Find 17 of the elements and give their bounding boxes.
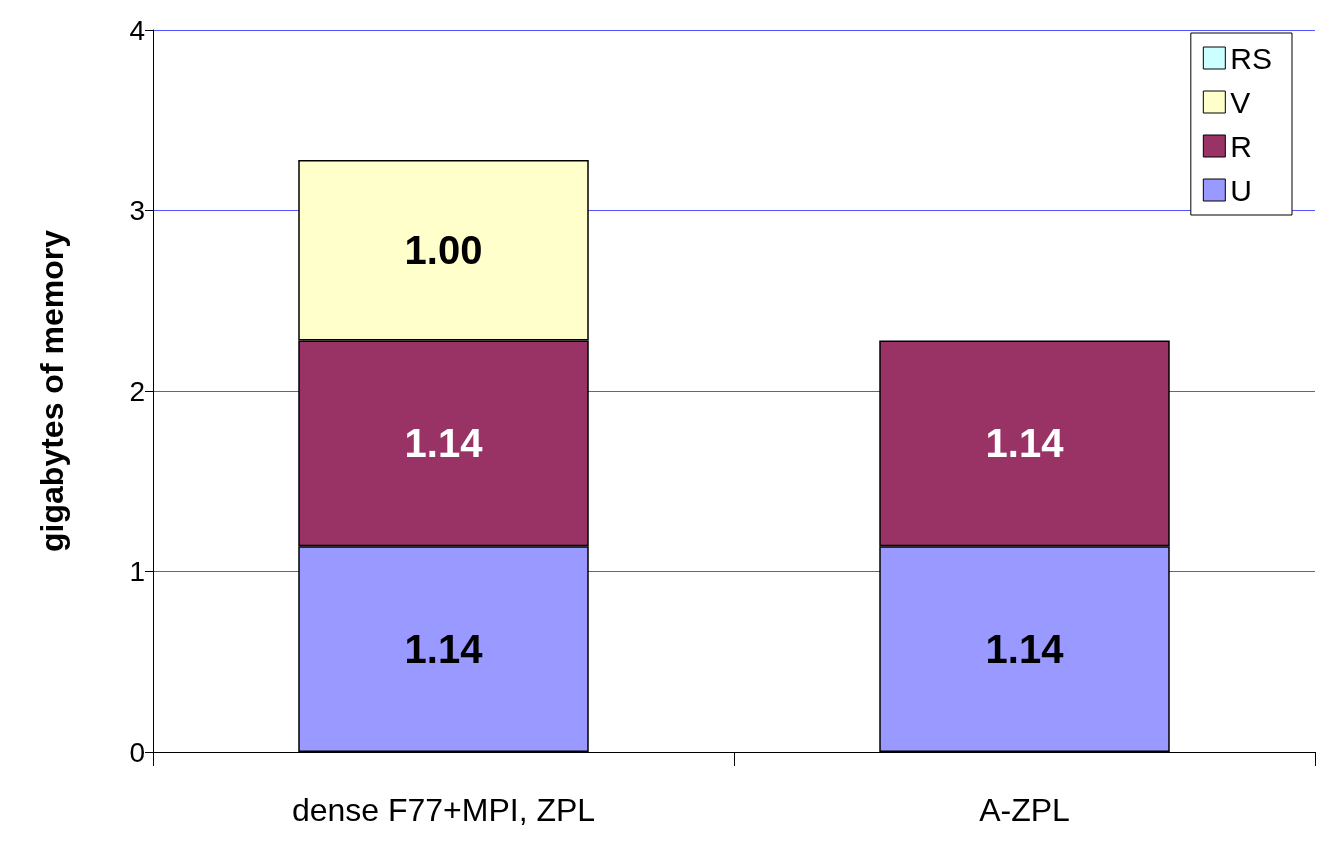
data-label: 1.14 xyxy=(404,421,484,466)
y-tick-label: 4 xyxy=(129,14,145,46)
y-tick-label: 1 xyxy=(129,556,145,587)
legend-label: V xyxy=(1230,85,1251,119)
data-label: 1.14 xyxy=(985,421,1065,466)
legend-label: U xyxy=(1230,173,1252,207)
data-label: 1.14 xyxy=(404,627,484,672)
data-label: 1.00 xyxy=(404,228,483,273)
y-tick-label: 2 xyxy=(129,375,145,407)
y-tick-label: 0 xyxy=(129,736,145,768)
data-label: 1.14 xyxy=(985,627,1065,672)
legend-label: R xyxy=(1230,129,1252,163)
y-tick-label: 3 xyxy=(129,195,145,226)
x-tick-label: A-ZPL xyxy=(979,792,1070,828)
x-tick-label: dense F77+MPI, ZPL xyxy=(291,792,596,828)
y-axis-title: gigabytes of memory xyxy=(34,229,70,552)
legend-label: RS xyxy=(1230,41,1273,75)
